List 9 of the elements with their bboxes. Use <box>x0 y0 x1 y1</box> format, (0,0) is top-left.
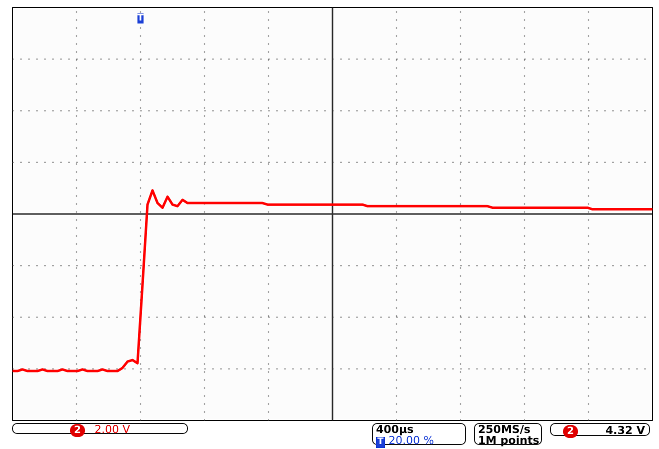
text: 1M points <box>478 434 540 447</box>
text: 2.00 V <box>94 423 130 436</box>
text: 2 <box>563 425 578 438</box>
text: 20.00 % <box>388 434 434 447</box>
text: 2 <box>70 424 85 437</box>
text: 250MS/s <box>478 423 530 436</box>
text: 400µs <box>376 423 414 436</box>
text: 4.32 V <box>606 424 645 437</box>
text: T <box>376 437 385 448</box>
